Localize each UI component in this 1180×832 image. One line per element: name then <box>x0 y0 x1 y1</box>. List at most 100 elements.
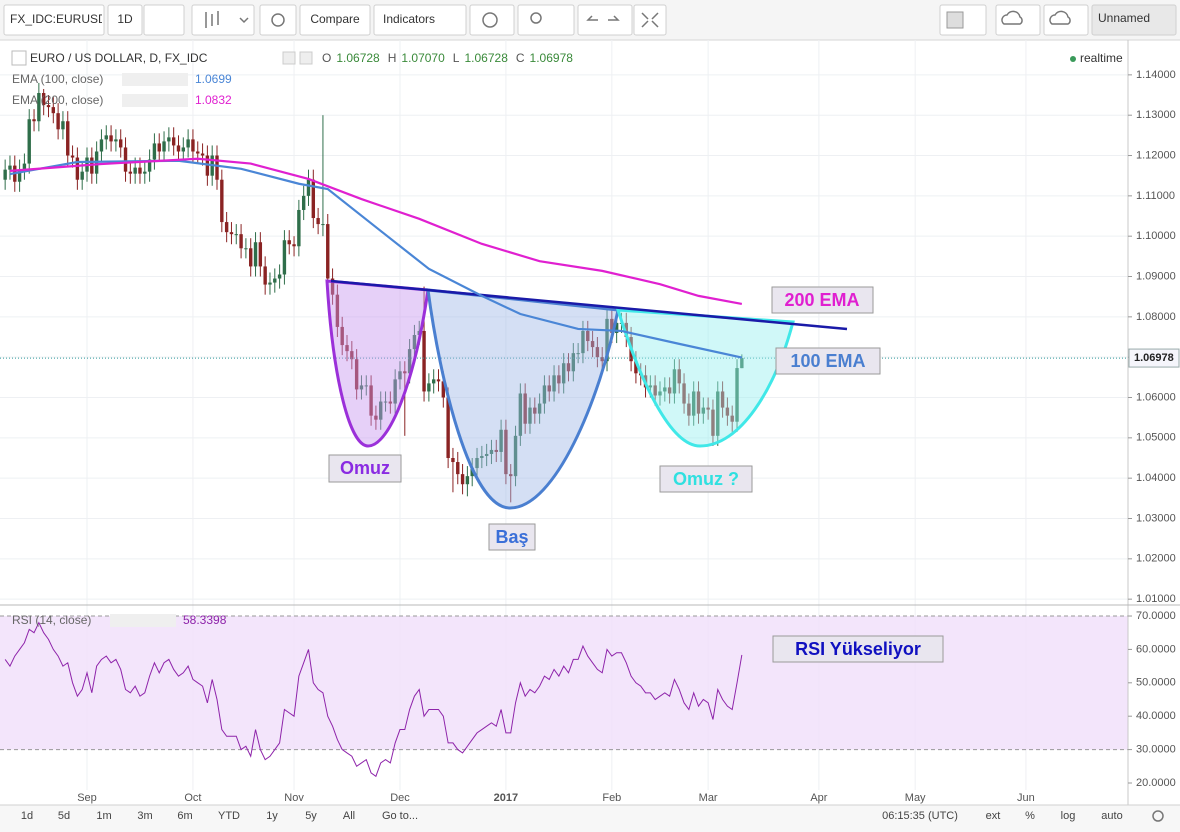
load-button[interactable] <box>995 4 1041 36</box>
scale-option[interactable]: auto <box>1101 810 1122 822</box>
x-tick-label: Oct <box>184 792 201 804</box>
y-tick-label: 1.13000 <box>1136 109 1176 121</box>
annotation: Omuz ? <box>673 469 739 489</box>
y-tick-label: 1.14000 <box>1136 69 1176 81</box>
candle-body <box>614 322 619 333</box>
candle-body <box>465 476 470 485</box>
legend-icons[interactable] <box>110 614 176 627</box>
candle-body <box>27 119 31 164</box>
layout-name[interactable]: Unnamed <box>1098 11 1150 25</box>
candle-body <box>441 381 446 398</box>
indicators-label[interactable]: Indicators <box>383 12 435 26</box>
annotation: Baş <box>495 527 528 547</box>
y-tick-label: 1.05000 <box>1136 432 1176 444</box>
annotation-box <box>775 347 881 375</box>
candle-body <box>374 415 378 420</box>
legend-icon[interactable] <box>282 51 296 65</box>
candle-body <box>220 179 224 223</box>
chart-style-button[interactable] <box>191 4 255 36</box>
save-button[interactable] <box>1043 4 1089 36</box>
candle-body <box>364 385 368 387</box>
ideas-button[interactable] <box>517 4 575 36</box>
ohlc-label: L <box>453 51 460 65</box>
range-button[interactable]: 1d <box>21 810 33 822</box>
annotation-box <box>488 523 536 551</box>
range-button[interactable]: All <box>343 810 355 822</box>
candle-body <box>311 179 316 219</box>
candle-body <box>383 401 388 403</box>
candle-body <box>234 234 238 236</box>
right-shoulder-shape <box>615 308 795 448</box>
annotation: RSI Yükseliyor <box>795 639 921 659</box>
layout-name-box[interactable] <box>1091 4 1177 36</box>
symbol-box[interactable] <box>3 4 105 36</box>
ohlc-value: 1.06728 <box>336 51 380 65</box>
scale-option[interactable]: ext <box>986 810 1001 822</box>
candle-body <box>316 218 320 225</box>
candle-body <box>277 274 282 279</box>
candle-body <box>431 379 436 384</box>
chart-style-icon <box>205 11 249 28</box>
range-button[interactable]: 1m <box>96 810 111 822</box>
data-marks <box>0 82 1128 503</box>
alert-button[interactable] <box>469 4 515 36</box>
range-button[interactable]: Go to... <box>382 810 418 822</box>
x-tick-label: Nov <box>284 792 304 804</box>
interval-box[interactable] <box>107 4 143 36</box>
range-button[interactable]: 1y <box>266 810 278 822</box>
annotation: 100 EMA <box>790 351 865 371</box>
candle-body <box>196 151 200 154</box>
scale-option[interactable]: log <box>1061 810 1076 822</box>
range-button[interactable]: 3m <box>137 810 152 822</box>
status: realtime <box>1080 51 1123 65</box>
range-button[interactable]: 5d <box>58 810 70 822</box>
interval-menu[interactable] <box>143 4 185 36</box>
candle-body <box>133 167 137 174</box>
candle-body <box>725 407 730 416</box>
legend-value: 1.0832 <box>195 93 232 107</box>
candle-body <box>354 359 359 390</box>
candle-body <box>484 453 489 456</box>
candle-body <box>537 403 542 414</box>
compare-label[interactable]: Compare <box>310 12 360 26</box>
candle-body <box>701 407 706 414</box>
candle-body <box>253 242 258 267</box>
indicators-button[interactable] <box>373 4 467 36</box>
y-tick-label: 1.08000 <box>1136 311 1176 323</box>
collapse-toggle[interactable] <box>11 50 27 66</box>
candle-body <box>99 139 104 152</box>
legend-name: EMA (100, close) <box>12 72 103 86</box>
candle-body <box>634 361 638 374</box>
candle-body <box>436 379 441 382</box>
layout-icon <box>946 11 964 29</box>
interval[interactable]: 1D <box>117 12 133 26</box>
candle-body <box>735 368 739 422</box>
compare-button[interactable] <box>299 4 371 36</box>
range-button[interactable]: YTD <box>218 810 240 822</box>
annotation: 200 EMA <box>784 290 859 310</box>
undo-redo[interactable] <box>577 4 633 36</box>
footer-settings[interactable] <box>1152 810 1164 822</box>
candle-body <box>677 369 681 384</box>
settings-icon <box>271 13 285 27</box>
candle-body <box>624 322 628 338</box>
candle-body <box>191 139 195 152</box>
candle-body <box>123 147 128 172</box>
candle-body <box>143 171 147 174</box>
candle-body <box>287 240 291 245</box>
scale-option[interactable]: % <box>1025 810 1035 822</box>
legend-icons[interactable] <box>122 94 188 107</box>
candle-body <box>321 224 325 226</box>
candle-body <box>181 147 186 152</box>
range-button[interactable]: 5y <box>305 810 317 822</box>
fullscreen-button[interactable] <box>633 4 667 36</box>
candle-body <box>75 157 80 180</box>
range-button[interactable]: 6m <box>177 810 192 822</box>
symbol[interactable]: FX_IDC:EURUSD <box>10 12 107 26</box>
legend-icons[interactable] <box>122 73 188 86</box>
settings-button[interactable] <box>259 4 297 36</box>
legend-icon[interactable] <box>299 51 313 65</box>
legend-value: 58.3398 <box>183 613 227 627</box>
